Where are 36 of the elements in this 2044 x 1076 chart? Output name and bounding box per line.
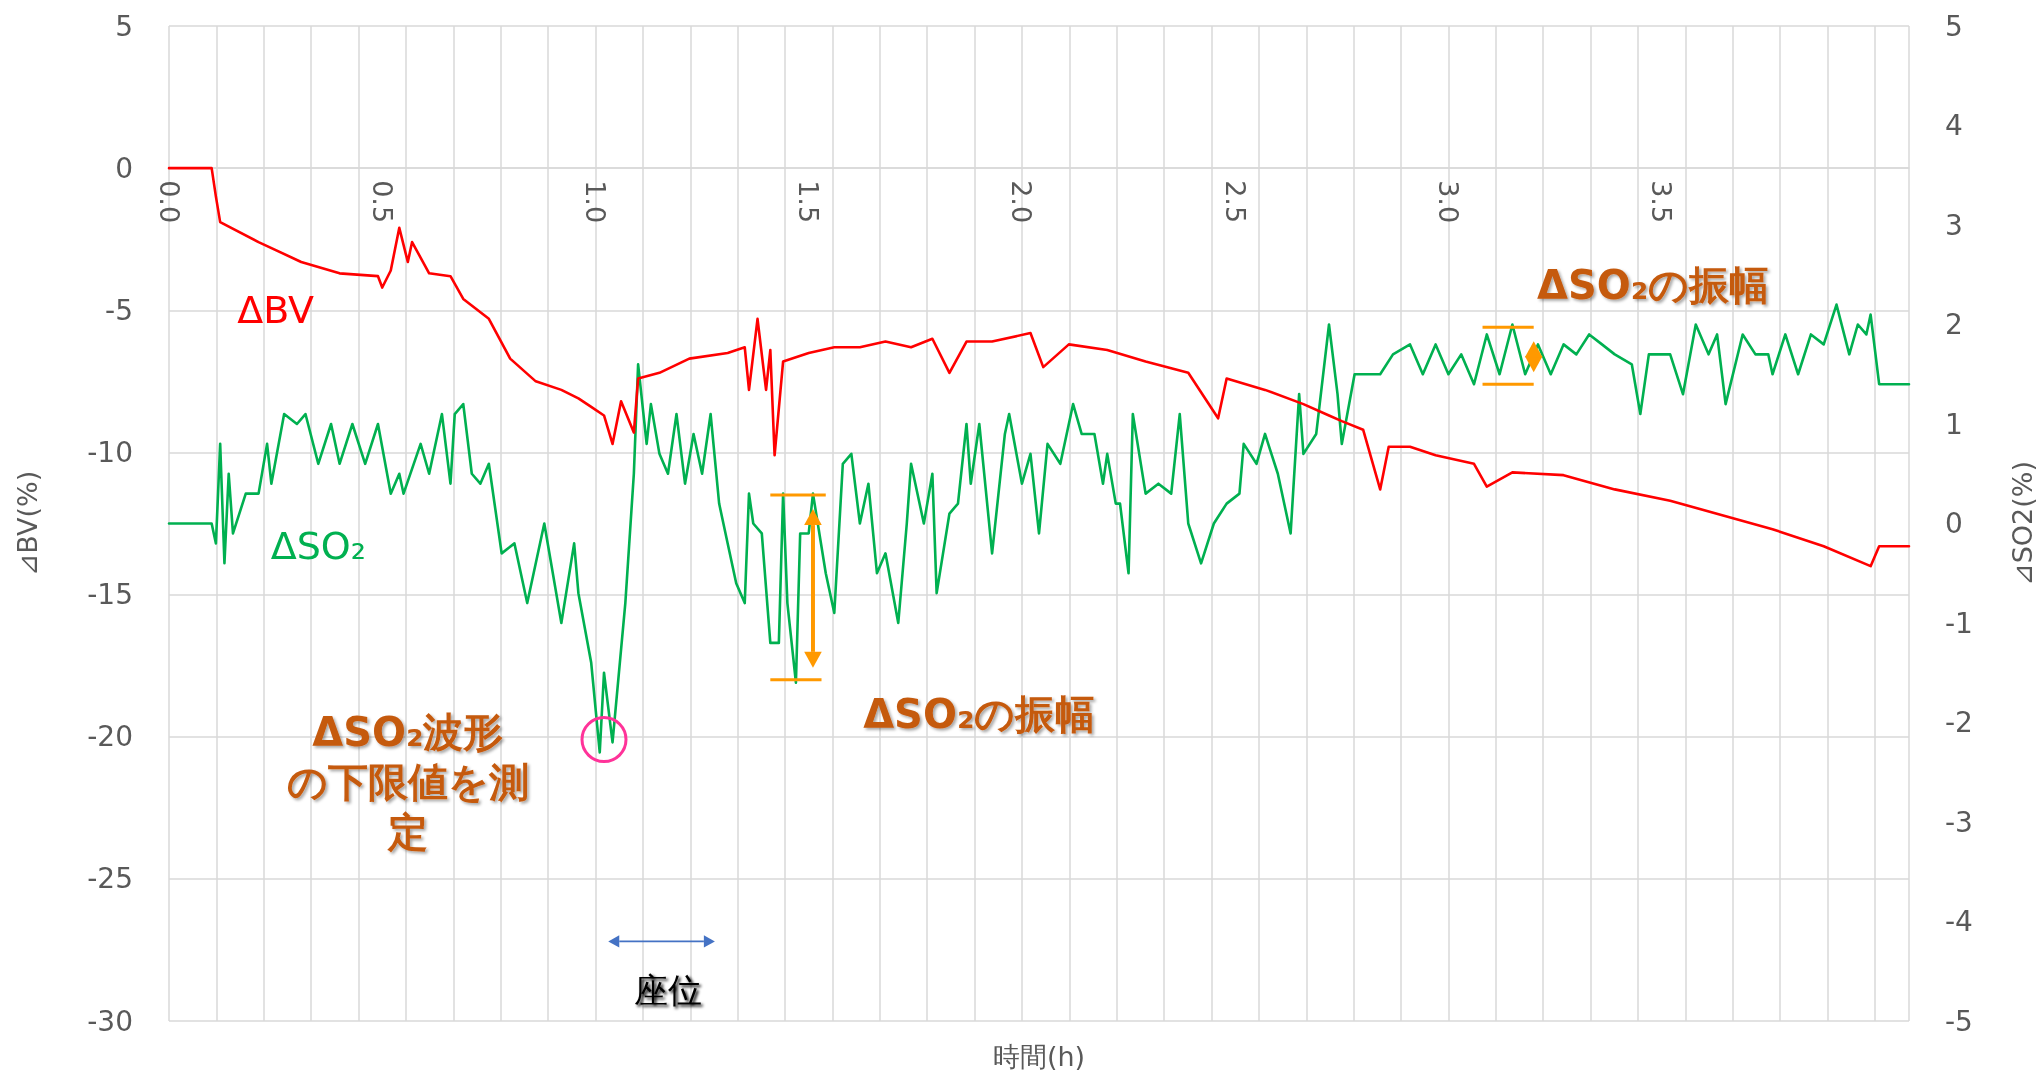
x-tick-label: 0.0 bbox=[153, 180, 185, 224]
y2-tick-label: 2 bbox=[1945, 308, 1963, 341]
x-tick-label: 1.0 bbox=[579, 180, 611, 224]
y-tick-label: -25 bbox=[87, 862, 133, 896]
x-tick-label: 1.5 bbox=[793, 180, 825, 224]
series-label: ΔSO₂ bbox=[270, 524, 366, 569]
y2-tick-label: -4 bbox=[1945, 905, 1973, 938]
y-tick-label: 0 bbox=[115, 151, 133, 185]
y-tick-label: 5 bbox=[115, 9, 133, 43]
y2-tick-label: -5 bbox=[1945, 1004, 1973, 1038]
y2-axis-title: ⊿SO2(%) bbox=[2007, 461, 2038, 586]
annotation: 座位 bbox=[633, 969, 702, 1010]
y-tick-label: -20 bbox=[87, 720, 133, 754]
y2-tick-label: 5 bbox=[1945, 9, 1963, 43]
y-tick-label: -10 bbox=[87, 435, 133, 469]
annotation: ΔSO₂波形の下限値を測定 bbox=[286, 709, 529, 856]
y2-tick-label: -1 bbox=[1945, 606, 1973, 640]
x-tick-label: 3.0 bbox=[1432, 180, 1464, 224]
annotation: ΔSO₂の振幅 bbox=[863, 690, 1096, 737]
y-tick-label: -15 bbox=[87, 578, 133, 612]
y2-tick-label: -3 bbox=[1945, 805, 1973, 839]
y2-tick-label: 1 bbox=[1945, 407, 1963, 441]
series-label: ΔBV bbox=[237, 288, 315, 333]
y-tick-label: -30 bbox=[87, 1004, 133, 1038]
x-tick-label: 3.5 bbox=[1646, 180, 1678, 224]
y-tick-label: -5 bbox=[105, 293, 133, 327]
y2-tick-label: -2 bbox=[1945, 706, 1973, 739]
y2-tick-label: 4 bbox=[1945, 109, 1963, 142]
y2-tick-label: 0 bbox=[1945, 507, 1963, 540]
x-tick-label: 0.5 bbox=[366, 180, 398, 224]
x-tick-label: 2.0 bbox=[1006, 180, 1038, 224]
y2-tick-label: 3 bbox=[1945, 208, 1963, 242]
y-axis-title: ⊿BV(%) bbox=[12, 470, 43, 577]
x-axis-title: 時間(h) bbox=[992, 1041, 1086, 1072]
annotation: ΔSO₂の振幅 bbox=[1536, 261, 1770, 308]
x-tick-label: 2.5 bbox=[1219, 180, 1251, 224]
